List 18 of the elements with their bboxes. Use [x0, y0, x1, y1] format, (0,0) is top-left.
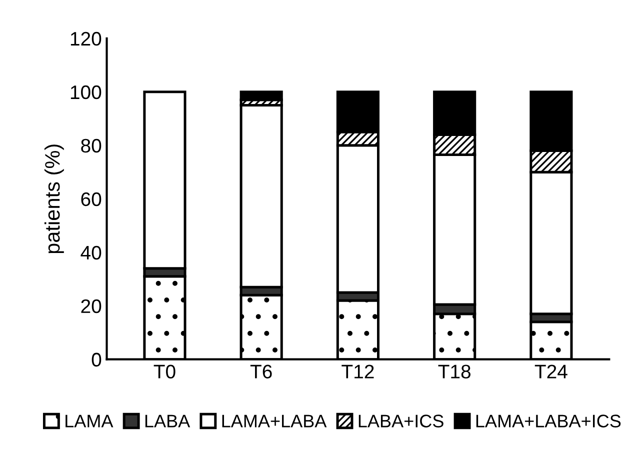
legend-label: LAMA [66, 414, 114, 428]
y-tick-label: 20 [81, 299, 102, 314]
x-tick-label: T0 [154, 364, 176, 378]
y-tick-label: 100 [70, 85, 102, 100]
y-tick-label: 60 [81, 192, 102, 206]
y-tick-label: 120 [70, 32, 102, 46]
x-tick-label: T6 [250, 364, 272, 378]
x-tick-label: T24 [534, 364, 568, 378]
y-tick-label: 0 [92, 352, 102, 367]
x-tick-label: T18 [438, 364, 470, 378]
y-tick-label: 80 [81, 138, 102, 153]
y-tick-label: 40 [80, 246, 102, 260]
legend-label: LABA [145, 414, 190, 428]
y-axis-title: patients (%) [44, 144, 64, 254]
x-tick-label: T12 [342, 364, 374, 378]
legend-label: LAMA+LABA [222, 414, 327, 428]
legend-label: LAMA+LABA+ICS [476, 414, 621, 428]
legend-label: LABA+ICS [358, 414, 444, 428]
